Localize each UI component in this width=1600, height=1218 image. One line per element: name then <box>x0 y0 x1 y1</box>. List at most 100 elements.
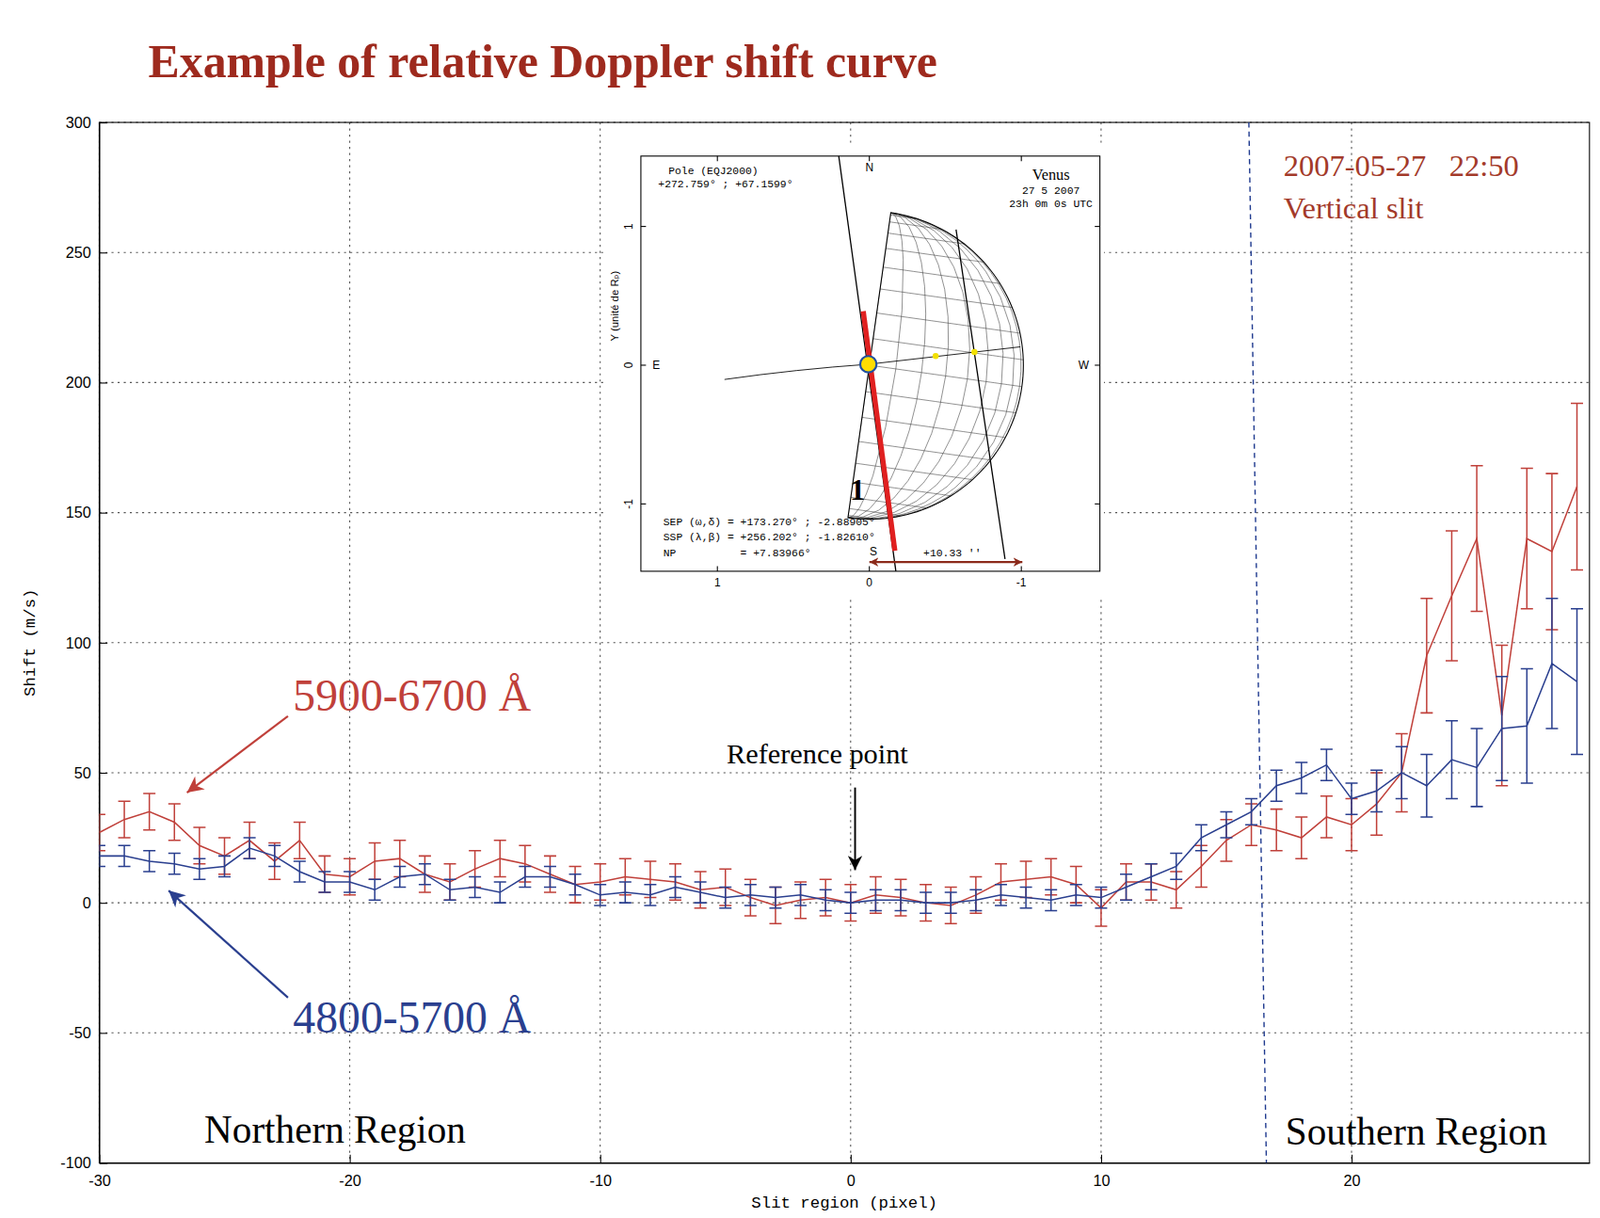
y-tick-mark <box>98 772 108 774</box>
error-bar <box>494 840 507 878</box>
y-tick-mark <box>98 382 108 384</box>
region-label: Southern Region <box>1285 1109 1548 1153</box>
inset-x-tick-label: 0 <box>865 576 873 590</box>
x-tick: 20 <box>1344 1154 1361 1189</box>
error-bar <box>192 858 206 880</box>
inset-x-tick-label: -1 <box>1016 576 1027 590</box>
error-bar <box>768 887 782 925</box>
error-bar <box>619 881 632 903</box>
region-label: Northern Region <box>204 1107 466 1152</box>
error-bar <box>293 861 306 882</box>
slit-line <box>838 156 896 572</box>
inset-text: 23h 0m 0s UTC <box>1008 198 1093 210</box>
error-bar <box>318 855 331 893</box>
error-bar <box>518 865 531 887</box>
inset-y-tick <box>640 364 646 366</box>
error-bar <box>268 843 281 880</box>
globe-grid <box>715 210 1024 519</box>
y-tick-label: 150 <box>65 503 92 521</box>
error-bar <box>1570 608 1584 755</box>
label-arrow <box>187 716 288 793</box>
error-bar <box>1145 864 1158 901</box>
series <box>98 598 1584 913</box>
error-bar <box>243 821 256 859</box>
slit-segment <box>863 311 896 552</box>
y-tick-label: 0 <box>82 894 92 912</box>
point-dot <box>932 352 940 360</box>
error-bar <box>444 879 457 900</box>
y-tick-mark <box>98 252 108 254</box>
error-bar <box>1195 845 1208 887</box>
error-bar <box>1420 754 1433 817</box>
error-bar <box>794 884 807 906</box>
error-bar <box>444 864 457 901</box>
error-bar <box>819 889 832 911</box>
inset-text: 27 5 2007 <box>1022 185 1080 197</box>
error-bar <box>1270 809 1283 851</box>
error-bar <box>1270 769 1283 801</box>
error-bar <box>944 887 958 925</box>
y-tick: 50 <box>74 764 108 782</box>
error-bar <box>768 887 782 909</box>
error-bar <box>844 892 857 913</box>
error-bar <box>669 876 682 897</box>
y-tick-mark <box>98 122 108 124</box>
error-bar <box>719 887 732 909</box>
slit-line <box>956 229 1006 560</box>
plot-marks <box>98 122 1584 1163</box>
error-bar <box>1471 728 1484 807</box>
error-bar <box>569 874 582 896</box>
error-bar <box>1495 676 1508 782</box>
inset-y-tick-label: 1 <box>622 223 636 230</box>
y-tick-mark <box>98 512 108 514</box>
grid-line-x <box>1350 122 1352 1163</box>
error-bar <box>1520 468 1534 609</box>
y-tick-label: -50 <box>68 1024 92 1041</box>
x-tick-label: -30 <box>88 1171 112 1189</box>
error-bar <box>919 892 932 913</box>
error-bar <box>744 884 757 906</box>
grid-line-y <box>98 641 1589 643</box>
y-axis: -100-50050100150200250300 <box>60 113 108 1171</box>
error-bar <box>1570 403 1584 571</box>
error-bar <box>1395 733 1408 812</box>
error-bar <box>593 884 607 906</box>
x-tick-label: -10 <box>589 1171 612 1189</box>
error-bar <box>1320 796 1333 838</box>
error-bar <box>1471 465 1484 612</box>
error-bar <box>1094 887 1107 909</box>
y-tick-mark <box>98 1032 108 1034</box>
x-tick-label: 0 <box>847 1171 856 1189</box>
background <box>0 0 1600 1218</box>
x-tick: -20 <box>338 1154 361 1189</box>
inset-text: S <box>869 544 878 559</box>
error-bar <box>1120 864 1133 901</box>
error-bar <box>293 821 306 859</box>
annotation: 2007-05-27 22:50 <box>1283 148 1520 183</box>
error-bar <box>1195 824 1208 851</box>
x-axis-line <box>99 1162 1590 1164</box>
title: Example of relative Doppler shift curve <box>147 35 937 88</box>
error-bar <box>1219 811 1232 838</box>
inset-x-tick <box>1021 156 1023 161</box>
inset-x-tick <box>1021 565 1023 571</box>
inset-text: NP = +7.83966° <box>663 547 812 560</box>
error-bar <box>1020 887 1033 909</box>
inset-text: SSP (λ,β) = +256.202° ; -1.82610° <box>663 531 876 544</box>
slit-label: 1 <box>849 472 865 507</box>
error-bar <box>1520 668 1534 784</box>
y-tick: 200 <box>65 373 108 391</box>
x-tick-mark <box>1351 1154 1353 1164</box>
error-bar <box>98 845 106 866</box>
error-bar <box>268 845 281 866</box>
y-tick: 250 <box>65 243 108 261</box>
x-tick: 0 <box>847 1154 856 1189</box>
region-divider <box>1248 122 1267 1163</box>
inset-text: W <box>1078 358 1090 372</box>
error-bar <box>318 871 331 893</box>
error-bar <box>895 889 908 911</box>
x-tick-mark <box>1101 1154 1103 1164</box>
error-bar <box>869 889 882 911</box>
inset-text: SEP (ω,δ) = +173.270° ; -2.88905° <box>663 516 876 528</box>
error-bar <box>343 871 356 893</box>
